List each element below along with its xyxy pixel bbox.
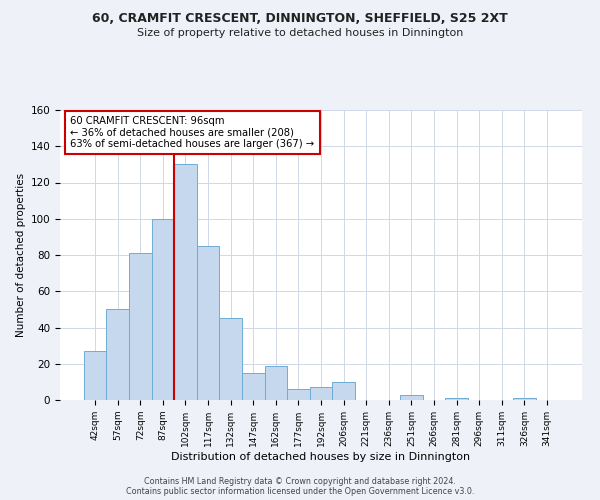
Text: 60 CRAMFIT CRESCENT: 96sqm
← 36% of detached houses are smaller (208)
63% of sem: 60 CRAMFIT CRESCENT: 96sqm ← 36% of deta… bbox=[70, 116, 314, 149]
Bar bbox=[129, 253, 152, 400]
Bar bbox=[310, 388, 332, 400]
Text: Contains public sector information licensed under the Open Government Licence v3: Contains public sector information licen… bbox=[126, 488, 474, 496]
Bar bbox=[445, 398, 468, 400]
Bar bbox=[332, 382, 355, 400]
Bar bbox=[197, 246, 220, 400]
Bar bbox=[84, 351, 106, 400]
Bar bbox=[265, 366, 287, 400]
Text: 60, CRAMFIT CRESCENT, DINNINGTON, SHEFFIELD, S25 2XT: 60, CRAMFIT CRESCENT, DINNINGTON, SHEFFI… bbox=[92, 12, 508, 26]
Bar bbox=[174, 164, 197, 400]
Text: Contains HM Land Registry data © Crown copyright and database right 2024.: Contains HM Land Registry data © Crown c… bbox=[144, 478, 456, 486]
Bar bbox=[513, 398, 536, 400]
Text: Size of property relative to detached houses in Dinnington: Size of property relative to detached ho… bbox=[137, 28, 463, 38]
Y-axis label: Number of detached properties: Number of detached properties bbox=[16, 173, 26, 337]
Bar bbox=[152, 219, 174, 400]
Bar bbox=[242, 373, 265, 400]
Bar bbox=[287, 389, 310, 400]
Bar bbox=[220, 318, 242, 400]
X-axis label: Distribution of detached houses by size in Dinnington: Distribution of detached houses by size … bbox=[172, 452, 470, 462]
Bar bbox=[400, 394, 422, 400]
Bar bbox=[106, 310, 129, 400]
